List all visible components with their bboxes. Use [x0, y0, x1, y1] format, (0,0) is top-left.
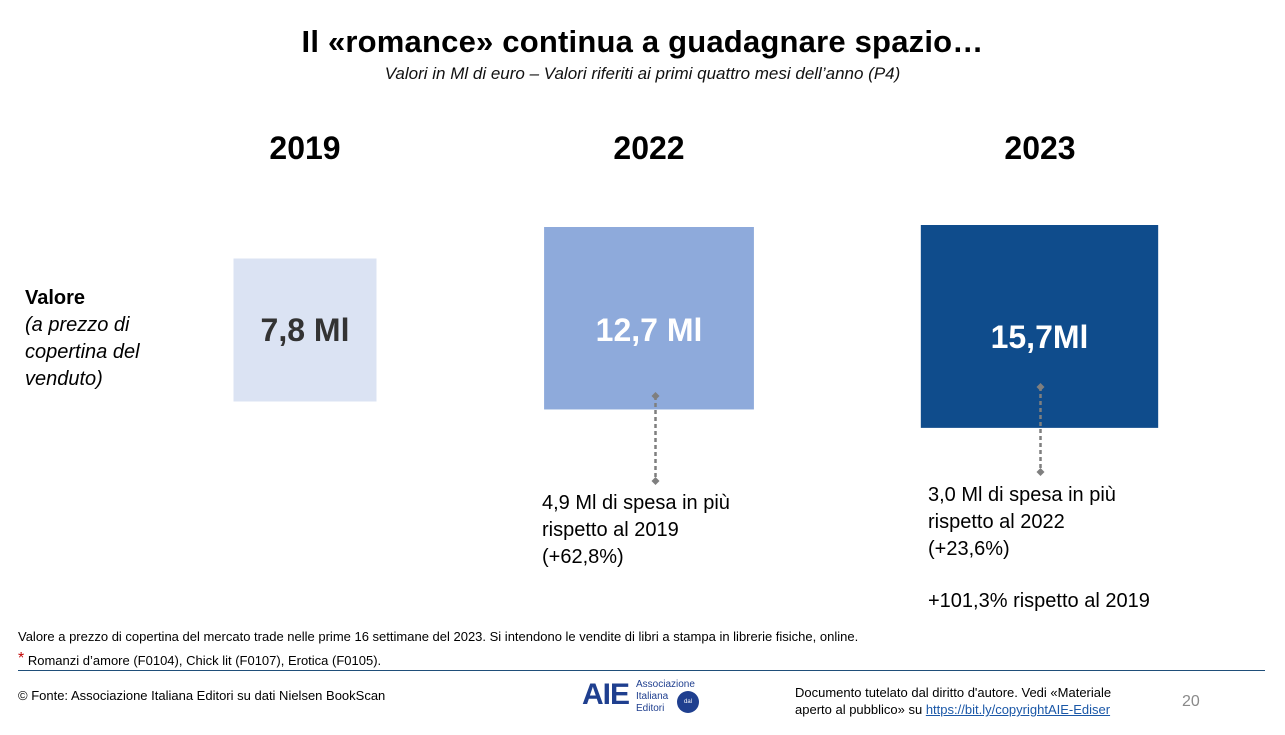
aie-logo: AIE Associazione Italiana Editori dal 18… [582, 678, 712, 727]
aie-logo-letters: AIE [582, 678, 630, 711]
aie-logo-text: Associazione Italiana Editori [636, 679, 695, 715]
aie-seal-icon: dal 1869 [677, 691, 699, 727]
footnote-market: Valore a prezzo di copertina del mercato… [18, 629, 859, 644]
copyright-line: aperto al pubblico» su [795, 702, 923, 717]
row-label-title: Valore [25, 287, 86, 309]
row-label: Valore (a prezzo di copertina del vendut… [25, 285, 140, 393]
connector-2023 [1036, 383, 1045, 476]
note-2022-line: 4,9 Ml di spesa in più [542, 492, 730, 514]
value-label-2023: 15,7Ml [991, 319, 1089, 355]
value-label-2019: 7,8 Ml [261, 312, 350, 348]
value-square-2019 [233, 258, 377, 402]
row-label-line: venduto) [25, 368, 103, 390]
page-number: 20 [1182, 693, 1200, 710]
note-2023-line: 3,0 Ml di spesa in più [928, 484, 1116, 506]
aie-logo-line: Italiana [636, 691, 669, 702]
note-2023-line: (+23,6%) [928, 538, 1010, 560]
note-2022-line: (+62,8%) [542, 546, 624, 568]
copyright-notice: Documento tutelato dal diritto d'autore.… [795, 684, 1111, 718]
footnote-genres: * Romanzi d’amore (F0104), Chick lit (F0… [18, 650, 381, 668]
note-2022: 4,9 Ml di spesa in più rispetto al 2019 … [542, 490, 730, 571]
copyright-line: Documento tutelato dal diritto d'autore.… [795, 685, 1112, 700]
footnote-genres-text: Romanzi d’amore (F0104), Chick lit (F010… [27, 653, 382, 668]
copyright-link[interactable]: https://bit.ly/copyrightAIE-Ediser [925, 702, 1111, 717]
year-label-2023: 2023 [1004, 130, 1076, 166]
slide-title: Il «romance» continua a guadagnare spazi… [301, 24, 984, 59]
row-label-line: (a prezzo di [25, 314, 130, 336]
note-2023-vs-2019: +101,3% rispetto al 2019 [928, 590, 1150, 612]
footer-divider [18, 670, 1265, 671]
footnote-asterisk: * [18, 650, 25, 667]
year-label-2019: 2019 [269, 130, 341, 166]
row-label-line: copertina del [25, 341, 140, 363]
value-square-2022 [544, 227, 754, 410]
connector-2022 [651, 392, 660, 485]
aie-logo-line: Editori [636, 703, 665, 714]
value-label-2022: 12,7 Ml [596, 312, 703, 348]
year-label-2022: 2022 [613, 130, 685, 166]
slide-subtitle: Valori in Ml di euro – Valori riferiti a… [384, 64, 901, 83]
note-2023-line: rispetto al 2022 [928, 511, 1065, 533]
aie-logo-line: Associazione [636, 679, 695, 690]
source-text: © Fonte: Associazione Italiana Editori s… [18, 688, 386, 703]
note-2023: 3,0 Ml di spesa in più rispetto al 2022 … [928, 482, 1116, 563]
value-squares-chart: 7,8 Ml 12,7 Ml 15,7Ml [233, 225, 1159, 485]
note-2022-line: rispetto al 2019 [542, 519, 679, 541]
